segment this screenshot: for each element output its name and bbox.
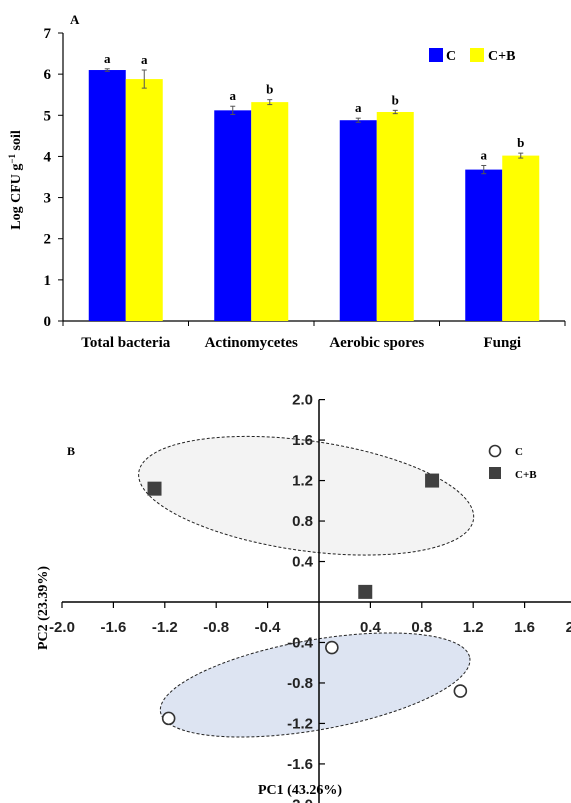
x-tick-label: 0.4 (360, 619, 382, 636)
x-axis (62, 320, 566, 326)
x-tick-label: -1.2 (152, 619, 178, 636)
x-tick-label: Aerobic spores (329, 335, 424, 351)
bar-series: a a a b a b a b (88, 51, 540, 322)
y-tick-label: 0.4 (292, 554, 314, 571)
x-tick-label: 1.6 (514, 619, 535, 636)
bar (376, 111, 414, 321)
panel-label: B (67, 444, 75, 458)
legend-swatch-c (429, 48, 443, 62)
y-tick-label: 1 (44, 273, 52, 289)
x-tick-label: -2.0 (49, 619, 75, 636)
y-tick-label: 3 (44, 191, 52, 207)
x-tick-label: Actinomycetes (205, 335, 298, 351)
ellipse-cb (138, 435, 475, 556)
ellipse-c (159, 632, 471, 738)
bar (339, 120, 377, 321)
y-tick-label: 7 (44, 26, 52, 42)
significance-letter: a (104, 51, 111, 66)
y-tick-label: 2 (44, 232, 52, 248)
legend: C C+B (488, 444, 537, 481)
y-axis-label: Log CFU g−1 soil (7, 130, 24, 230)
y-axis: 0 1 2 3 4 5 6 7 (44, 26, 64, 330)
point-cb (425, 473, 440, 488)
y-tick-label: 6 (44, 67, 52, 83)
y-tick-label: -0.4 (287, 634, 314, 651)
bar (465, 169, 503, 321)
y-tick-label: 1.2 (292, 473, 313, 490)
panel-label: A (70, 12, 80, 27)
point-c (453, 684, 468, 698)
significance-letter: a (141, 52, 148, 67)
point-c (325, 640, 339, 655)
bar (88, 70, 126, 322)
y-axis-label: PC2 (23.39%) (36, 566, 51, 650)
x-tick-label: -1.6 (100, 619, 126, 636)
point-cb (147, 481, 162, 496)
point-cb (358, 584, 373, 599)
y-tick-label: -0.8 (287, 675, 313, 692)
legend-label-cb: C+B (488, 49, 515, 64)
x-tick-label: -0.8 (203, 619, 229, 636)
pca-axes: -2.0 -1.6 -1.2 -0.8 -0.4 0.4 0.8 1.2 1.6 2.0 2.0 1.… (49, 392, 571, 803)
y-tick-label: -2.0 (287, 796, 313, 803)
legend-label-cb: C+B (515, 469, 537, 481)
point-c (161, 711, 176, 726)
x-tick-label: 0.8 (411, 619, 432, 636)
legend-marker-c (488, 444, 502, 458)
legend-label-c: C (515, 446, 523, 458)
significance-letter: b (517, 135, 524, 150)
x-tick-label: 1.2 (463, 619, 484, 636)
y-tick-label: -1.6 (287, 756, 313, 773)
y-tick-label: 1.6 (292, 432, 313, 449)
x-tick-label: -0.4 (255, 619, 282, 636)
y-tick-label: -1.2 (287, 715, 313, 732)
significance-letter: a (230, 88, 237, 103)
group-ellipses (138, 435, 475, 738)
y-tick-label: 0 (44, 314, 52, 330)
bar (251, 102, 289, 322)
score-points (147, 473, 468, 726)
significance-letter: b (266, 82, 273, 97)
bar (214, 110, 252, 321)
significance-letter: b (392, 92, 399, 107)
y-tick-label: 4 (44, 149, 52, 165)
legend-label-c: C (446, 49, 456, 64)
x-tick-label: Fungi (483, 335, 521, 351)
x-tick-label: Total bacteria (81, 335, 171, 351)
legend-swatch-cb (470, 48, 484, 62)
x-axis-label: PC1 (43.26%) (258, 783, 342, 798)
bar (502, 155, 540, 321)
pca-scatter-panel: B -2.0 -1.6 -1.2 -0.8 -0.4 0.4 0.8 1.2 1.6 2.0 2.0… (36, 392, 571, 803)
significance-letter: a (481, 147, 488, 162)
bar (125, 79, 163, 321)
significance-letter: a (355, 100, 362, 115)
y-tick-label: 2.0 (292, 392, 313, 409)
x-tick-labels: Total bacteria Actinomycetes Aerobic spore… (81, 335, 521, 351)
legend: C C+B (429, 48, 515, 64)
bar-chart-panel: A 0 1 2 3 4 5 6 7 a a a b a b a b Total bacteria Actino… (7, 12, 566, 351)
y-tick-label: 0.8 (292, 513, 313, 530)
legend-marker-cb (489, 467, 501, 479)
x-tick-label: 2.0 (566, 619, 571, 636)
y-tick-label: 5 (44, 108, 52, 124)
